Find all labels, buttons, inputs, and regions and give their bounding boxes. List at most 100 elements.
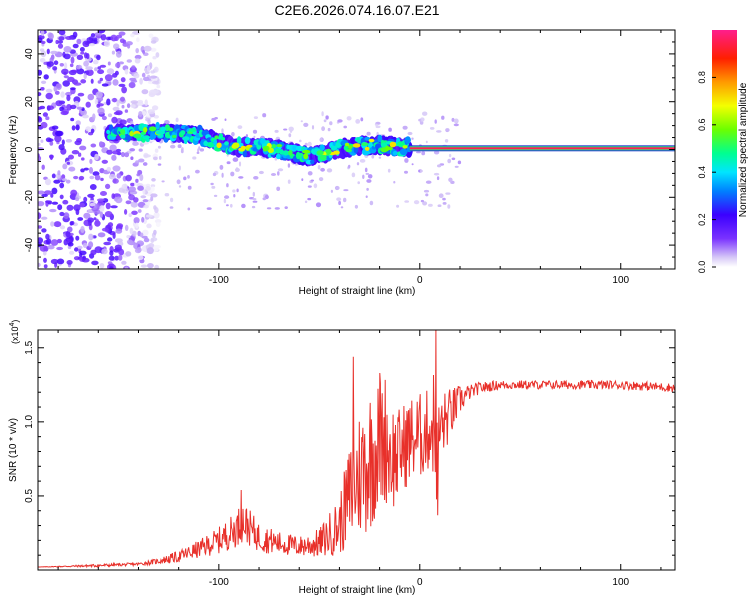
- noise-cell: [447, 158, 452, 164]
- noise-cell: [53, 221, 62, 228]
- noise-cell: [99, 205, 105, 212]
- noise-cell: [56, 258, 65, 265]
- noise-cell: [53, 86, 58, 92]
- noise-cell: [39, 58, 46, 63]
- noise-cell: [115, 228, 123, 234]
- noise-cell: [151, 105, 159, 111]
- noise-cell: [130, 104, 136, 108]
- noise-cell: [289, 129, 293, 133]
- noise-cell: [133, 197, 139, 203]
- noise-cell: [45, 200, 52, 204]
- noise-cell: [59, 63, 64, 67]
- noise-cell: [143, 76, 150, 82]
- noise-cell: [130, 100, 139, 104]
- noise-cell: [41, 193, 48, 198]
- noise-cell: [238, 161, 242, 167]
- noise-cell: [183, 176, 187, 181]
- noise-cell: [63, 75, 69, 79]
- noise-cell: [335, 186, 340, 190]
- noise-cell: [138, 148, 143, 152]
- noise-cell: [141, 216, 145, 223]
- noise-cell: [359, 159, 366, 163]
- ridge-cell: [364, 136, 371, 141]
- spectrogram-x-axis-label: Height of straight line (km): [299, 286, 416, 297]
- noise-cell: [97, 80, 102, 84]
- noise-cell: [100, 177, 104, 182]
- noise-cell: [428, 203, 433, 207]
- noise-cell: [195, 169, 200, 174]
- noise-cell: [107, 237, 113, 242]
- noise-cell: [442, 197, 446, 201]
- noise-cell: [115, 34, 123, 39]
- noise-cell: [79, 250, 87, 256]
- noise-cell: [120, 96, 125, 102]
- noise-cell: [343, 197, 347, 203]
- noise-cell: [38, 106, 43, 110]
- noise-cell: [364, 167, 368, 173]
- noise-cell: [318, 177, 324, 182]
- noise-cell: [146, 223, 152, 229]
- noise-cell: [43, 61, 47, 65]
- noise-cell: [150, 193, 158, 198]
- noise-cell: [164, 193, 170, 197]
- noise-cell: [134, 54, 142, 60]
- noise-cell: [94, 98, 99, 105]
- noise-cell: [80, 226, 85, 233]
- noise-cell: [57, 170, 61, 176]
- noise-cell: [72, 43, 79, 49]
- colorbar-label: Normalized spectral amplitude: [738, 82, 749, 217]
- noise-cell: [177, 144, 182, 149]
- ridge-peak-cell: [271, 143, 277, 149]
- ridge-peak-cell: [216, 142, 222, 149]
- noise-cell: [136, 37, 140, 43]
- noise-cell: [142, 49, 146, 54]
- noise-cell: [136, 173, 141, 177]
- noise-cell: [233, 194, 236, 198]
- noise-cell: [143, 204, 149, 209]
- noise-cell: [253, 176, 259, 180]
- noise-cell: [232, 189, 236, 193]
- noise-cell: [323, 119, 327, 123]
- noise-cell: [82, 40, 90, 48]
- noise-cell: [252, 198, 257, 201]
- noise-cell: [108, 173, 116, 180]
- noise-cell: [59, 211, 65, 217]
- noise-cell: [453, 118, 459, 124]
- noise-cell: [343, 189, 349, 192]
- noise-cell: [38, 262, 41, 267]
- noise-cell: [419, 120, 424, 125]
- y-tick-label: 1.5: [24, 340, 35, 354]
- ridge-peak-cell: [368, 138, 375, 143]
- noise-cell: [45, 116, 50, 121]
- noise-cell: [38, 155, 42, 162]
- noise-cell: [55, 39, 59, 45]
- ridge-peak-cell: [168, 127, 174, 132]
- noise-cell: [77, 152, 82, 157]
- noise-cell: [75, 197, 80, 202]
- noise-cell: [131, 79, 138, 83]
- noise-cell: [219, 164, 224, 170]
- ridge-peak-cell: [149, 126, 157, 132]
- noise-cell: [46, 61, 54, 67]
- noise-cell: [88, 241, 94, 248]
- spectrogram-y-axis-label: Frequency (Hz): [8, 116, 19, 185]
- noise-cell: [90, 33, 96, 38]
- noise-cell: [150, 70, 155, 74]
- noise-cell: [83, 212, 91, 219]
- noise-cell: [103, 40, 111, 47]
- noise-cell: [147, 263, 154, 269]
- noise-cell: [441, 115, 445, 120]
- noise-cell: [110, 34, 118, 42]
- colorbar-tick-label: 0.2: [697, 213, 707, 226]
- ridge-cell: [180, 130, 186, 136]
- noise-cell: [142, 188, 146, 195]
- noise-cell: [134, 58, 141, 64]
- noise-cell: [97, 69, 105, 75]
- noise-cell: [321, 111, 324, 117]
- noise-cell: [121, 260, 127, 265]
- noise-cell: [437, 164, 442, 168]
- ridge-cell: [275, 153, 282, 160]
- noise-cell: [64, 62, 68, 69]
- noise-cell: [143, 237, 150, 243]
- noise-cell: [80, 51, 85, 55]
